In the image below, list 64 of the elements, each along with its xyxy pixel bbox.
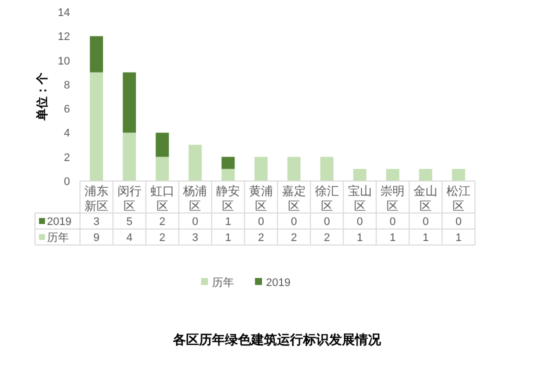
data-label: 2: [258, 232, 264, 244]
bar: [320, 156, 334, 181]
x-tick-label: 浦东新区: [84, 184, 108, 213]
x-tick-label: 嘉定区: [282, 184, 306, 213]
y-tick-label: 6: [64, 104, 70, 116]
y-axis-title: 单位：个: [35, 72, 49, 122]
bar: [90, 72, 104, 181]
data-label: 1: [422, 232, 429, 244]
data-label: 0: [422, 216, 429, 228]
bar: [90, 36, 104, 72]
y-tick-label: 12: [58, 31, 70, 44]
data-label: 3: [192, 232, 198, 244]
y-tick-label: 4: [64, 128, 70, 140]
x-tick-label: 崇明区: [380, 184, 405, 213]
bar: [254, 156, 268, 181]
data-label: 1: [225, 232, 232, 244]
legend-label: 历年: [47, 232, 69, 244]
bar: [122, 72, 136, 133]
legend-label: 2019: [47, 216, 72, 228]
data-label: 0: [258, 216, 264, 228]
x-tick-label: 徐汇区: [314, 184, 339, 213]
bar: [419, 168, 432, 181]
bar: [353, 168, 366, 181]
bar: [156, 156, 169, 181]
x-tick-label: 黄浦区: [249, 184, 274, 213]
y-tick-label: 10: [58, 55, 70, 68]
data-label: 1: [356, 232, 363, 244]
bar: [156, 132, 169, 157]
data-label: 9: [93, 232, 100, 244]
data-label: 0: [192, 216, 198, 228]
data-label: 0: [455, 216, 462, 228]
x-tick-label: 虹口区: [150, 184, 174, 213]
x-tick-label: 松江区: [446, 184, 471, 213]
data-label: 3: [93, 216, 100, 228]
bar: [188, 144, 202, 181]
text: 各区历年绿色建筑运行标识发展情况: [172, 332, 382, 347]
data-label: 0: [324, 216, 330, 228]
data-label: 0: [290, 216, 298, 228]
bar: [287, 156, 301, 181]
y-tick-label: 8: [64, 79, 70, 92]
data-label: 2: [159, 232, 166, 244]
bar: [222, 156, 235, 169]
data-label: 0: [390, 216, 396, 228]
data-label: 5: [126, 216, 132, 228]
y-tick-label: 0: [64, 176, 70, 188]
y-tick-label: 2: [64, 152, 70, 164]
x-tick-label: 宝山区: [348, 184, 372, 213]
y-tick-label: 14: [58, 7, 70, 19]
data-label: 4: [126, 232, 132, 244]
data-label: 2: [324, 232, 330, 244]
bar: [452, 168, 466, 181]
x-tick-label: 杨浦区: [182, 184, 208, 213]
bar: [222, 168, 235, 181]
x-tick-label: 金山区: [414, 184, 438, 213]
x-tick-label: 闵行区: [117, 184, 142, 213]
bar: [386, 168, 400, 181]
x-tick-label: 静安区: [216, 184, 240, 213]
data-label: 1: [455, 232, 462, 244]
data-label: 1: [390, 232, 396, 244]
bar: [122, 132, 136, 181]
data-label: 0: [356, 216, 363, 228]
data-label: 2: [159, 216, 166, 228]
data-label: 1: [225, 216, 232, 228]
data-label: 2: [290, 232, 298, 244]
